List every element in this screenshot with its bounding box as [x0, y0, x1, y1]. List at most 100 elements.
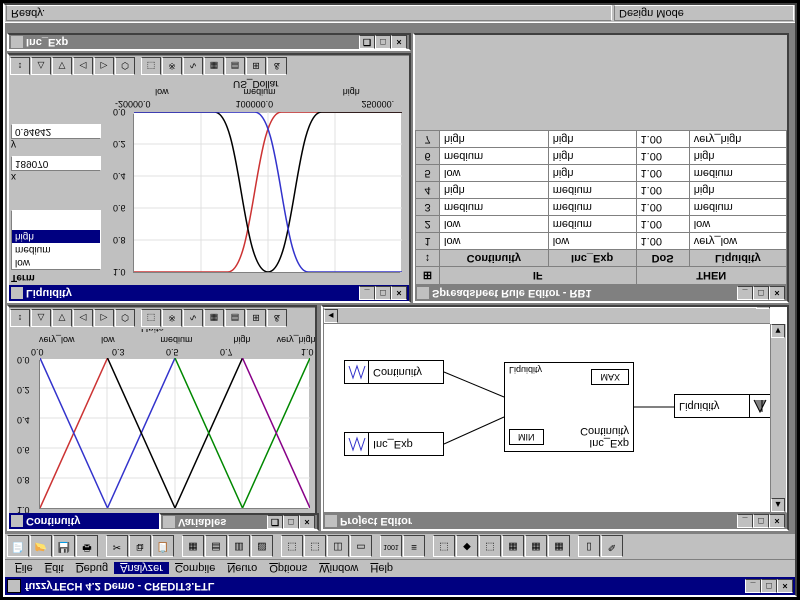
tb-copy-icon[interactable]: ⧉: [129, 536, 151, 558]
term-list[interactable]: low medium high: [11, 210, 101, 270]
menu-help[interactable]: Help: [364, 563, 399, 575]
project-canvas[interactable]: Inc_Exp Continuity Inc_Exp Continuity: [323, 307, 787, 513]
ct-3-icon[interactable]: ▽: [52, 310, 72, 328]
lt-11-icon[interactable]: ▤: [225, 58, 245, 76]
project-titlebar[interactable]: Project Editor _ □ ×: [323, 513, 787, 529]
maximize-icon[interactable]: □: [753, 286, 769, 300]
ct-11-icon[interactable]: ▤: [225, 310, 245, 328]
table-row[interactable]: 1lowlow1.00very_low: [416, 233, 787, 250]
tb-6-icon[interactable]: ▤: [205, 536, 227, 558]
lt-4-icon[interactable]: ◁: [73, 58, 93, 76]
lt-8-icon[interactable]: ※: [162, 58, 182, 76]
lt-9-icon[interactable]: ∿: [183, 58, 203, 76]
table-row[interactable]: 7highhigh1.00very_high: [416, 131, 787, 148]
window-icon[interactable]: [163, 516, 175, 528]
ct-9-icon[interactable]: ∿: [183, 310, 203, 328]
menu-edit[interactable]: Edit: [39, 563, 70, 575]
tb-open-icon[interactable]: 📂: [30, 536, 52, 558]
close-icon[interactable]: ×: [769, 514, 785, 528]
table-row[interactable]: 4highmedium1.00high: [416, 182, 787, 199]
variables-titlebar[interactable]: Variables ❐ □ ×: [161, 515, 317, 529]
table-row[interactable]: 5lowhigh1.00medium: [416, 165, 787, 182]
tb-5-icon[interactable]: ▦: [182, 536, 204, 558]
lt-6-icon[interactable]: ⬡: [115, 58, 135, 76]
close-icon[interactable]: ×: [299, 515, 315, 529]
lt-3-icon[interactable]: ▽: [52, 58, 72, 76]
ct-1-icon[interactable]: ↕: [10, 310, 30, 328]
term-high[interactable]: high: [12, 230, 100, 243]
menu-neuro[interactable]: Neuro: [221, 563, 263, 575]
corner-icon[interactable]: ⊞: [416, 267, 440, 285]
rule-block-node[interactable]: Inc_Exp Continuity Liquidity MIN MAX: [504, 362, 634, 452]
ct-8-icon[interactable]: ※: [162, 310, 182, 328]
rules-titlebar[interactable]: Spreadsheet Rule Editor - RB1 _ □ ×: [415, 285, 787, 301]
window-icon[interactable]: [11, 515, 23, 527]
incexp-titlebar[interactable]: Inc_Exp ❐ □ ×: [9, 35, 409, 49]
ct-6-icon[interactable]: ⬡: [115, 310, 135, 328]
close-icon[interactable]: ×: [769, 286, 785, 300]
tb-19-icon[interactable]: ▦: [525, 536, 547, 558]
close-icon[interactable]: ×: [391, 35, 407, 49]
table-row[interactable]: 2lowmedium1.00low: [416, 216, 787, 233]
tb-15-icon[interactable]: ⬚: [433, 536, 455, 558]
close-button[interactable]: ×: [777, 579, 793, 593]
minimize-button[interactable]: _: [745, 579, 761, 593]
tb-print-icon[interactable]: 🖶: [76, 536, 98, 558]
lt-1-icon[interactable]: ↕: [10, 58, 30, 76]
input-incexp-node[interactable]: Inc_Exp: [344, 432, 444, 456]
minimize-icon[interactable]: _: [737, 286, 753, 300]
minimize-icon[interactable]: _: [359, 286, 375, 300]
tb-14-icon[interactable]: ≡: [403, 536, 425, 558]
sys-icon[interactable]: [7, 579, 21, 593]
window-icon[interactable]: [11, 36, 23, 48]
y-value-input[interactable]: 0.94642: [11, 124, 101, 139]
ct-13-icon[interactable]: &: [267, 310, 287, 328]
tb-11-icon[interactable]: ◫: [327, 536, 349, 558]
col-dos[interactable]: DoS: [636, 250, 689, 267]
restore-icon[interactable]: ❐: [359, 35, 375, 49]
maximize-icon[interactable]: □: [753, 514, 769, 528]
col-liquidity[interactable]: Liquidity: [689, 250, 786, 267]
tb-18-icon[interactable]: ▦: [502, 536, 524, 558]
menu-options[interactable]: Options: [263, 563, 313, 575]
menu-debug[interactable]: Debug: [70, 563, 114, 575]
col-incexp[interactable]: Inc_Exp: [548, 250, 636, 267]
x-value-input[interactable]: 189070: [11, 156, 101, 171]
sort-icon[interactable]: ↕: [416, 250, 440, 267]
maximize-icon[interactable]: □: [375, 35, 391, 49]
tb-new-icon[interactable]: 📄: [7, 536, 29, 558]
tb-paste-icon[interactable]: 📋: [152, 536, 174, 558]
window-icon[interactable]: [11, 287, 23, 299]
menu-file[interactable]: File: [9, 563, 39, 575]
tb-9-icon[interactable]: ⬚: [281, 536, 303, 558]
ct-12-icon[interactable]: ⊞: [246, 310, 266, 328]
close-icon[interactable]: ×: [391, 286, 407, 300]
tb-save-icon[interactable]: 💾: [53, 536, 75, 558]
menu-compile[interactable]: Compile: [169, 563, 221, 575]
ct-4-icon[interactable]: ◁: [73, 310, 93, 328]
tb-10-icon[interactable]: ⬚: [304, 536, 326, 558]
ct-2-icon[interactable]: △: [31, 310, 51, 328]
lt-13-icon[interactable]: &: [267, 58, 287, 76]
window-icon[interactable]: [417, 287, 429, 299]
maximize-icon[interactable]: □: [375, 286, 391, 300]
maximize-icon[interactable]: □: [283, 515, 299, 529]
tb-16-icon[interactable]: ◆: [456, 536, 478, 558]
output-liquidity-node[interactable]: Liquidity: [674, 394, 774, 418]
term-low[interactable]: low: [12, 256, 100, 269]
maximize-button[interactable]: □: [761, 579, 777, 593]
tb-cut-icon[interactable]: ✂: [106, 536, 128, 558]
ct-10-icon[interactable]: ▦: [204, 310, 224, 328]
table-row[interactable]: 3mediummedium1.00medium: [416, 199, 787, 216]
input-continuity-node[interactable]: Continuity: [344, 360, 444, 384]
tb-22-icon[interactable]: ✎: [601, 536, 623, 558]
lt-7-icon[interactable]: ⬚: [141, 58, 161, 76]
hscrollbar[interactable]: ◂ ▸: [324, 308, 770, 324]
col-continuity[interactable]: Continuity: [440, 250, 549, 267]
tb-17-icon[interactable]: ⬚: [479, 536, 501, 558]
lt-10-icon[interactable]: ▦: [204, 58, 224, 76]
liquidity-titlebar[interactable]: Liquidity _ □ ×: [9, 285, 409, 301]
window-icon[interactable]: [325, 515, 337, 527]
ct-5-icon[interactable]: ▷: [94, 310, 114, 328]
menu-analyzer[interactable]: Analyzer: [114, 563, 169, 575]
